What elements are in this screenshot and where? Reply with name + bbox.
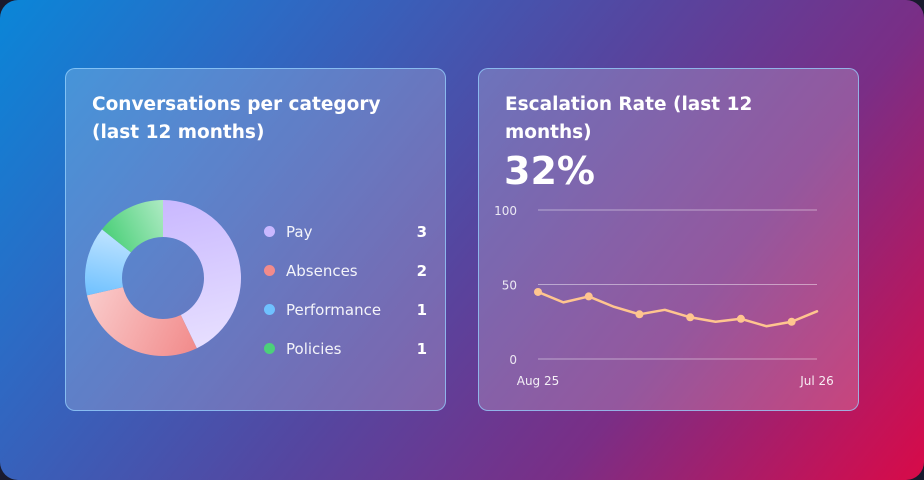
legend-dot-policies bbox=[264, 343, 275, 354]
legend-value-pay: 3 bbox=[416, 222, 427, 241]
legend-value-performance: 1 bbox=[416, 300, 427, 319]
legend-dot-pay bbox=[264, 226, 275, 237]
y-tick-label-50: 50 bbox=[502, 279, 517, 293]
y-tick-label-100: 100 bbox=[494, 204, 517, 218]
escalation-line-chart: 0 50 100 Aug 25 Jul 26 bbox=[494, 204, 834, 388]
legend-value-absences: 2 bbox=[416, 261, 427, 280]
data-point-feb-26 bbox=[686, 313, 695, 322]
x-tick-label-aug-25: Aug 25 bbox=[517, 374, 560, 388]
legend-label-performance: Performance bbox=[286, 300, 382, 319]
legend-item-policies: Policies 1 bbox=[264, 329, 427, 368]
category-legend: Pay 3 Absences 2 Performance 1 Policies 1 bbox=[264, 212, 427, 368]
data-point-oct-25 bbox=[584, 292, 593, 301]
donut-slice-pay bbox=[163, 200, 241, 349]
data-point-aug-25 bbox=[534, 287, 542, 296]
x-tick-label-jul-26: Jul 26 bbox=[799, 374, 834, 388]
legend-item-absences: Absences 2 bbox=[264, 251, 427, 290]
conversations-card-title: Conversations per category (last 12 mont… bbox=[92, 91, 412, 147]
legend-dot-absences bbox=[264, 265, 275, 276]
escalation-rate-line bbox=[536, 290, 819, 328]
conversations-title-line1: Conversations per category bbox=[92, 94, 381, 115]
data-point-apr-26 bbox=[736, 314, 745, 323]
legend-value-policies: 1 bbox=[416, 339, 427, 358]
legend-label-absences: Absences bbox=[286, 261, 358, 280]
y-tick-label-0: 0 bbox=[509, 353, 517, 367]
conversations-per-category-card: Conversations per category (last 12 mont… bbox=[65, 68, 446, 411]
data-point-jun-26 bbox=[787, 317, 796, 326]
escalation-rate-value: 32% bbox=[504, 149, 595, 193]
category-donut-chart bbox=[85, 200, 241, 356]
legend-label-pay: Pay bbox=[286, 222, 313, 241]
donut-slice-policies bbox=[102, 200, 163, 253]
legend-item-performance: Performance 1 bbox=[264, 290, 427, 329]
legend-item-pay: Pay 3 bbox=[264, 212, 427, 251]
conversations-title-line2: (last 12 months) bbox=[92, 122, 265, 143]
data-point-dec-25 bbox=[635, 310, 644, 319]
escalation-rate-card: Escalation Rate (last 12 months) 32% 0 50… bbox=[478, 68, 859, 411]
legend-dot-performance bbox=[264, 304, 275, 315]
escalation-card-title: Escalation Rate (last 12 months) bbox=[505, 94, 753, 143]
legend-label-policies: Policies bbox=[286, 339, 342, 358]
donut-slice-performance bbox=[85, 229, 131, 296]
donut-slice-absences bbox=[86, 287, 197, 356]
